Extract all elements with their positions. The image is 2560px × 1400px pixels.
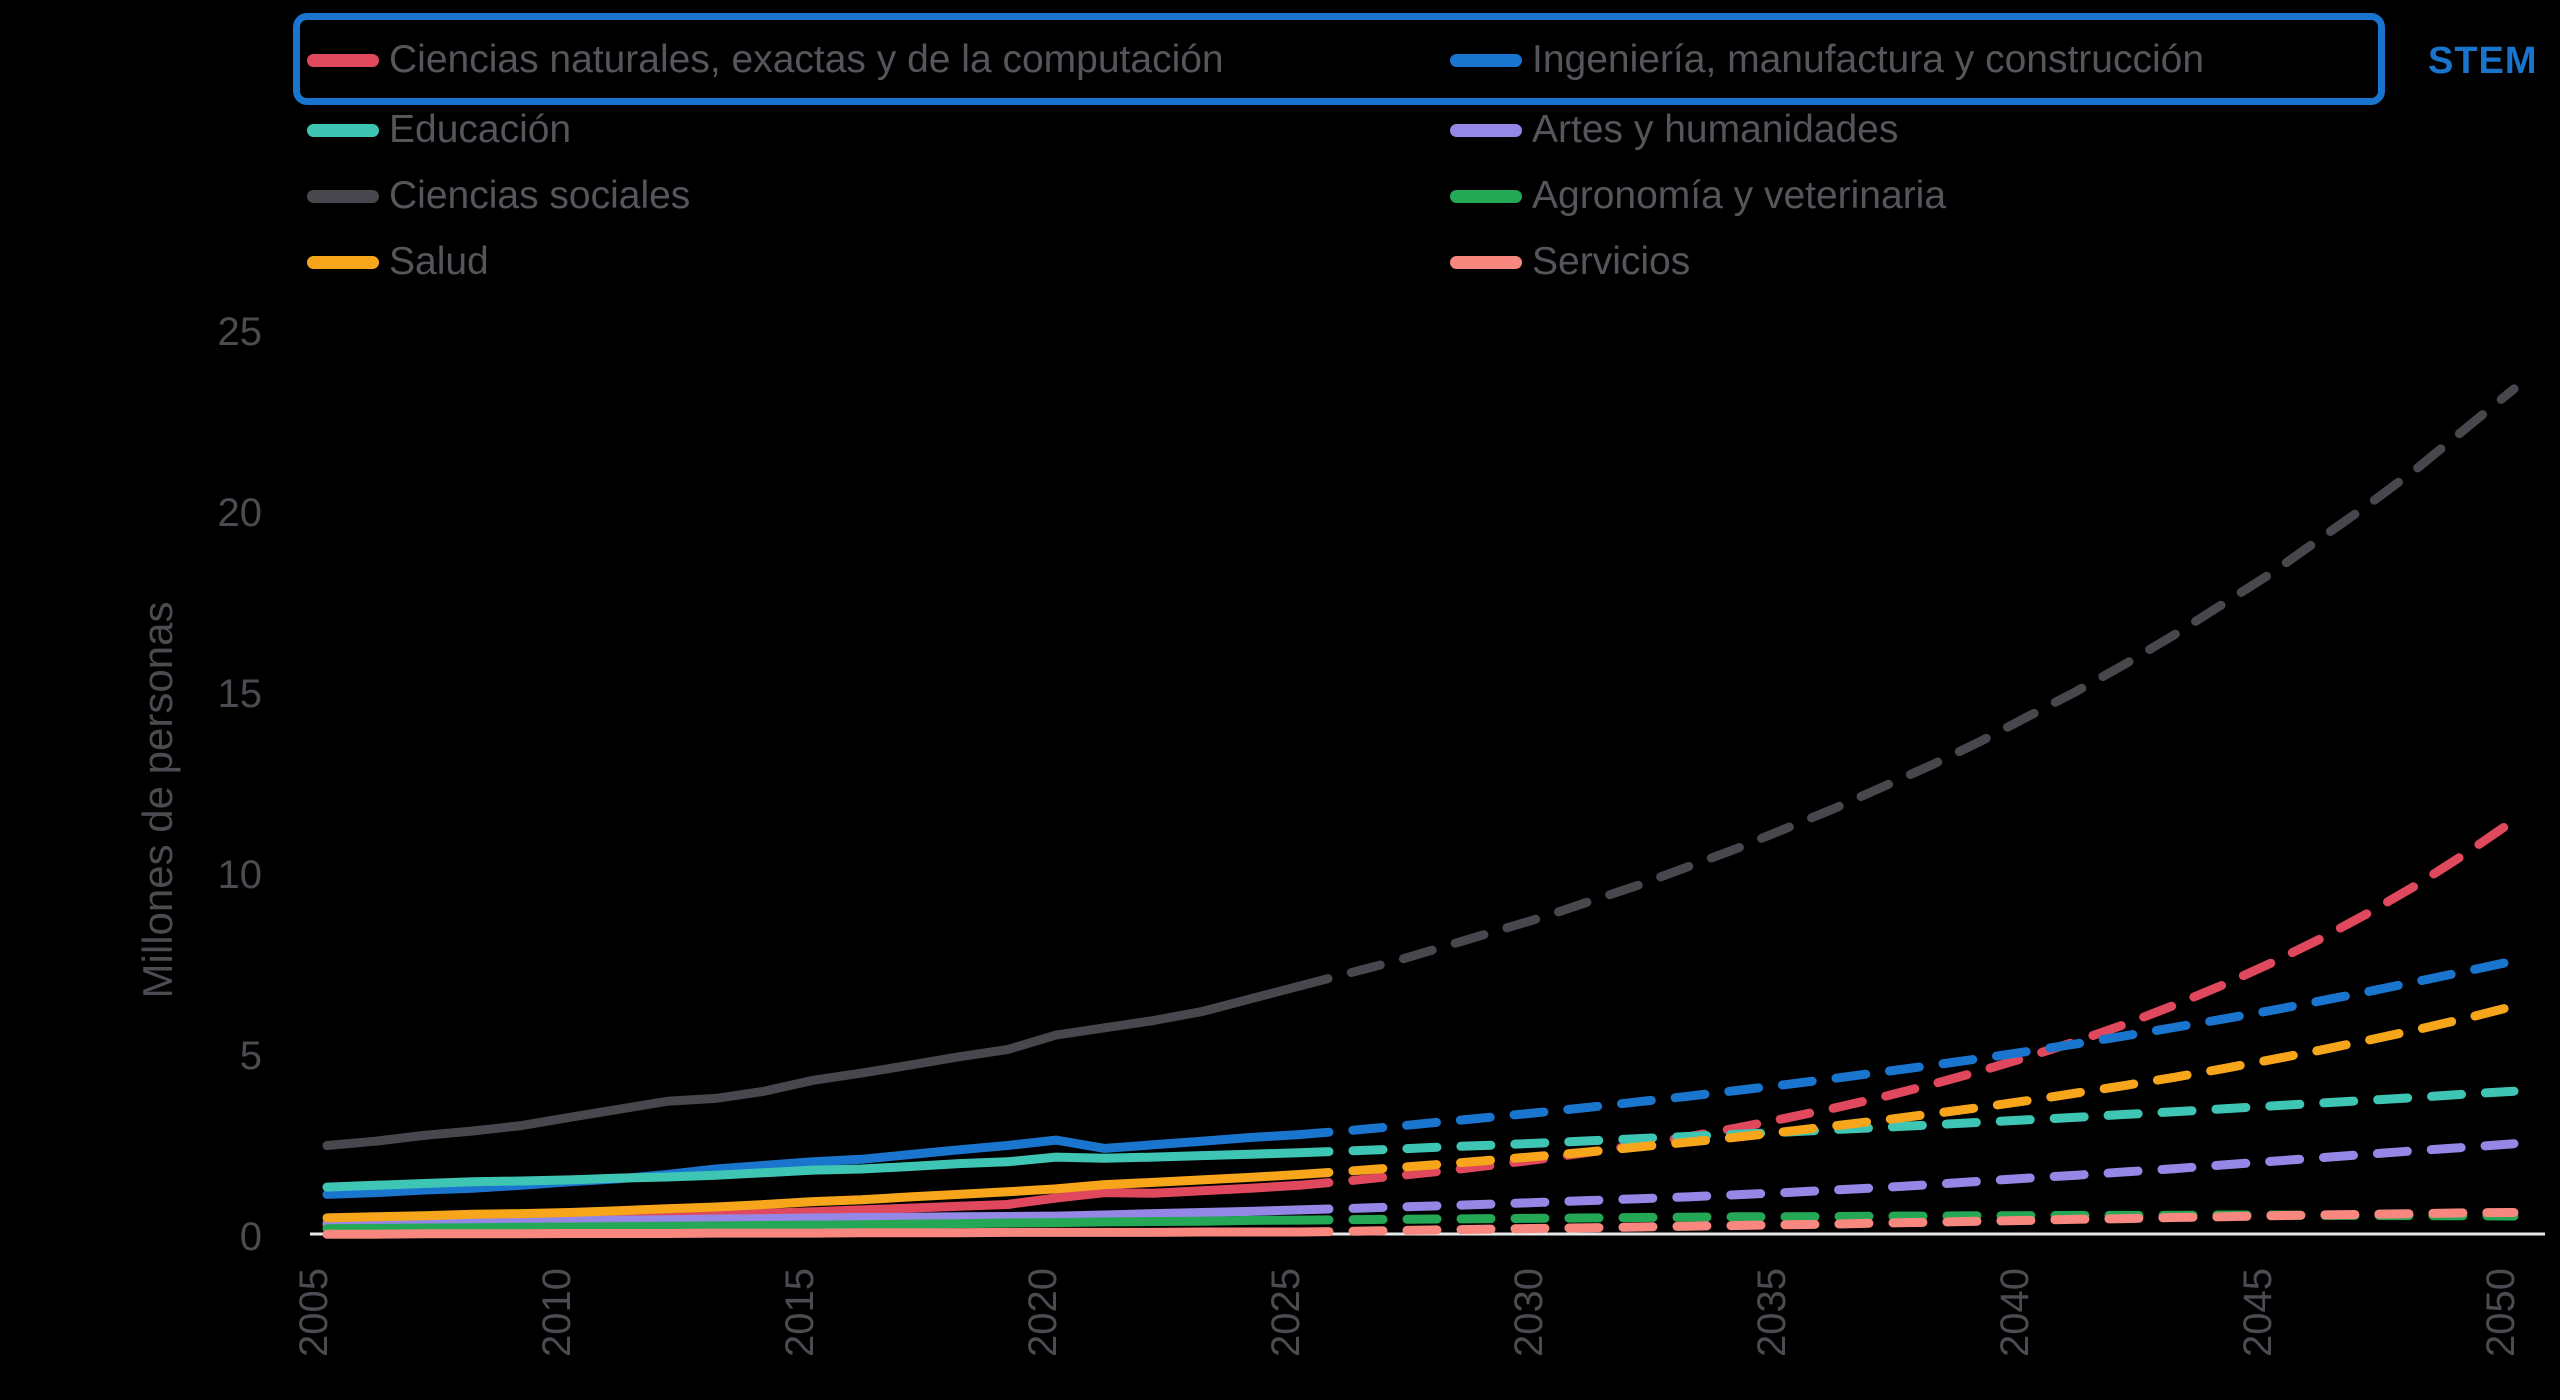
series-history-ingenier-a-manufactura-y-construcci-n [322, 1130, 1304, 1199]
legend-swatch-ciencias-sociales [307, 189, 379, 203]
x-tick-label: 2005 [292, 1268, 336, 1357]
legend-label: Servicios [1532, 240, 1691, 283]
legend-label: Educación [389, 108, 572, 151]
y-tick-label: 25 [218, 310, 263, 354]
series-projection-ingenier-a-manufactura-y-construcci-n [1294, 956, 2519, 1140]
series-projection-ciencias-sociales [1294, 384, 2519, 991]
legend-swatch-educacion [307, 123, 379, 137]
series-projection-servicios [1294, 1208, 2519, 1237]
series-projection-educaci-n [1294, 1086, 2519, 1158]
legend-label: Ingeniería, manufactura y construcción [1532, 38, 2205, 81]
legend-swatch-artes [1450, 123, 1522, 137]
y-tick-label: 15 [218, 672, 263, 716]
legend-swatch-servicios [1450, 255, 1522, 269]
legend-item-agronomia: Agronomía y veterinaria [1450, 174, 1946, 218]
x-tick-label: 2020 [1021, 1268, 1065, 1357]
legend-item-ingenieria: Ingeniería, manufactura y construcción [1450, 38, 2204, 82]
x-tick-label: 2015 [778, 1268, 822, 1357]
series-history-salud [322, 1170, 1304, 1223]
stem-highlight-box [293, 13, 2385, 105]
series-history-artes-y-humanidades [322, 1205, 1304, 1228]
series-projection-agronom-a-y-veterinaria [1294, 1210, 2519, 1225]
series-history-agronom-a-y-veterinaria [322, 1215, 1304, 1234]
legend-item-salud: Salud [307, 240, 489, 284]
series-projection-artes-y-humanidades [1294, 1139, 2519, 1215]
y-tick-label: 0 [240, 1215, 262, 1259]
legend-swatch-agronomia [1450, 189, 1522, 203]
y-tick-label: 20 [218, 491, 263, 535]
x-tick-label: 2050 [2479, 1268, 2523, 1357]
series-projection-ciencias-naturales-exactas-y-de-la-computaci-n [1294, 815, 2519, 1190]
legend-swatch-ingenieria [1450, 53, 1522, 67]
stem-annotation: STEM [2428, 40, 2538, 82]
x-tick-label: 2040 [1993, 1268, 2037, 1357]
legend-item-artes: Artes y humanidades [1450, 108, 1898, 152]
x-tick-label: 2010 [535, 1268, 579, 1357]
legend-label: Agronomía y veterinaria [1532, 174, 1947, 217]
series-history-educaci-n [322, 1148, 1304, 1192]
legend-item-ciencias-sociales: Ciencias sociales [307, 174, 690, 218]
y-tick-label: 5 [240, 1034, 262, 1078]
legend-swatch-salud [307, 255, 379, 269]
legend-label: Ciencias sociales [389, 174, 691, 217]
legend-item-educacion: Educación [307, 108, 571, 152]
series-history-ciencias-sociales [322, 981, 1304, 1150]
x-tick-label: 2030 [1507, 1268, 1551, 1357]
x-tick-label: 2035 [1750, 1268, 1794, 1357]
x-tick-label: 2045 [2236, 1268, 2280, 1357]
series-projection-salud [1294, 1001, 2519, 1179]
legend-label: Salud [389, 240, 489, 283]
y-axis-title: Millones de personas [134, 602, 181, 999]
y-tick-label: 10 [218, 853, 263, 897]
legend-swatch-ciencias-naturales [307, 53, 379, 67]
series-history-servicios [322, 1227, 1304, 1239]
legend-label: Ciencias naturales, exactas y de la comp… [389, 38, 1224, 81]
x-tick-label: 2025 [1264, 1268, 1308, 1357]
legend-item-ciencias-naturales: Ciencias naturales, exactas y de la comp… [307, 38, 1224, 82]
legend-label: Artes y humanidades [1532, 108, 1899, 151]
legend-item-servicios: Servicios [1450, 240, 1690, 284]
